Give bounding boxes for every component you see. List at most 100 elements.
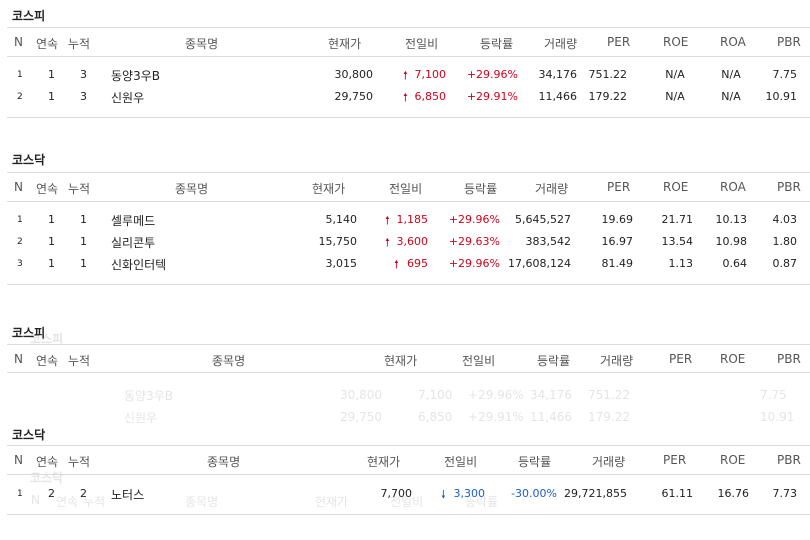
row-cumulative: 2 bbox=[80, 487, 87, 500]
col-streak: 연속 bbox=[36, 455, 59, 469]
row-cumulative: 1 bbox=[80, 213, 87, 226]
col-pbr: PBR bbox=[777, 35, 801, 49]
col-n: N bbox=[14, 352, 23, 366]
col-price: 현재가 bbox=[384, 354, 418, 368]
row-per: 61.11 bbox=[661, 487, 694, 500]
section-title-kosdaq: 코스닥 bbox=[12, 153, 46, 167]
col-per: PER bbox=[607, 35, 631, 49]
row-cumulative: 1 bbox=[80, 235, 87, 248]
table-row[interactable]: 2 1 3 신원우 29,750 🠕 6,850 +29.91% 11,466 … bbox=[7, 89, 810, 107]
ghost-row-name: 동양3우B bbox=[124, 389, 173, 403]
col-cumulative: 누적 bbox=[68, 354, 91, 368]
col-change: 전일비 bbox=[444, 455, 478, 469]
table-row[interactable]: 1 2 2 노터스 7,700 🠗 3,300 -30.00% 29,721,8… bbox=[7, 486, 810, 504]
col-roe: ROE bbox=[663, 35, 689, 49]
row-price: 30,800 bbox=[334, 68, 374, 81]
row-pbr: 1.80 bbox=[772, 235, 798, 248]
ghost-row-rate: +29.96% bbox=[468, 388, 524, 402]
row-rate: +29.96% bbox=[448, 213, 500, 226]
row-pbr: 10.91 bbox=[765, 90, 798, 103]
ghost-col-rate: 등락률 bbox=[465, 495, 499, 509]
row-change: 695 bbox=[407, 257, 428, 270]
ghost-row-rate-2: +29.91% bbox=[468, 410, 524, 424]
row-roe: 13.54 bbox=[661, 235, 694, 248]
stock-name-link[interactable]: 실리콘투 bbox=[111, 236, 156, 250]
col-pbr: PBR bbox=[777, 453, 801, 467]
ghost-row-name-2: 신원우 bbox=[124, 411, 158, 425]
row-number: 2 bbox=[17, 92, 23, 102]
col-rate: 등락률 bbox=[518, 455, 552, 469]
table-row[interactable]: 1 1 1 셀루메드 5,140 🠕 1,185 +29.96% 5,645,5… bbox=[7, 212, 810, 230]
stock-name-link[interactable]: 노터스 bbox=[111, 488, 145, 502]
row-number: 2 bbox=[17, 237, 23, 247]
col-streak: 연속 bbox=[36, 354, 59, 368]
col-volume: 거래량 bbox=[544, 37, 578, 51]
row-streak: 1 bbox=[48, 213, 55, 226]
ghost-col-change: 전일비 bbox=[390, 495, 424, 509]
col-roa: ROA bbox=[720, 180, 746, 194]
row-volume: 11,466 bbox=[538, 90, 578, 103]
row-number: 1 bbox=[17, 489, 23, 499]
ghost-col-name: 종목명 bbox=[185, 495, 219, 509]
col-roe: ROE bbox=[663, 180, 689, 194]
col-per: PER bbox=[607, 180, 631, 194]
col-volume: 거래량 bbox=[592, 455, 626, 469]
row-price: 3,015 bbox=[325, 257, 358, 270]
row-price: 29,750 bbox=[334, 90, 374, 103]
row-pbr: 0.87 bbox=[772, 257, 798, 270]
row-roa: 10.98 bbox=[715, 235, 748, 248]
stock-name-link[interactable]: 셀루메드 bbox=[111, 214, 156, 228]
ghost-row-volume-2: 11,466 bbox=[530, 410, 572, 424]
table-bottom-border bbox=[7, 514, 810, 515]
section-title-kospi: 코스피 bbox=[12, 326, 46, 340]
col-rate: 등락률 bbox=[480, 37, 514, 51]
row-cumulative: 3 bbox=[80, 68, 87, 81]
stock-name-link[interactable]: 신원우 bbox=[111, 91, 145, 105]
row-cumulative: 1 bbox=[80, 257, 87, 270]
row-change: 7,100 bbox=[414, 68, 447, 81]
col-streak: 연속 bbox=[36, 182, 59, 196]
ghost-col-cumulative: 누적 bbox=[83, 495, 106, 509]
row-streak: 1 bbox=[48, 257, 55, 270]
row-per: 16.97 bbox=[601, 235, 634, 248]
row-roa: N/A bbox=[721, 90, 741, 103]
row-rate: +29.91% bbox=[466, 90, 518, 103]
ghost-row-pbr: 7.75 bbox=[760, 388, 787, 402]
table-row[interactable]: 1 1 3 동양3우B 30,800 🠕 7,100 +29.96% 34,17… bbox=[7, 67, 810, 85]
col-cumulative: 누적 bbox=[68, 37, 91, 51]
col-roe: ROE bbox=[720, 352, 746, 366]
row-price: 15,750 bbox=[318, 235, 358, 248]
col-name: 종목명 bbox=[207, 455, 241, 469]
row-volume: 34,176 bbox=[538, 68, 578, 81]
table-bottom-border bbox=[7, 284, 810, 285]
ghost-row-volume: 34,176 bbox=[530, 388, 572, 402]
col-volume: 거래량 bbox=[600, 354, 634, 368]
ghost-row-price-2: 29,750 bbox=[340, 410, 382, 424]
row-volume: 383,542 bbox=[525, 235, 572, 248]
ghost-row-per-2: 179.22 bbox=[588, 410, 630, 424]
table-row[interactable]: 3 1 1 신화인터텍 3,015 🠕 695 +29.96% 17,608,1… bbox=[7, 256, 810, 274]
row-roe: N/A bbox=[665, 90, 685, 103]
row-pbr: 7.75 bbox=[772, 68, 798, 81]
row-volume: 5,645,527 bbox=[515, 213, 571, 226]
col-change: 전일비 bbox=[405, 37, 439, 51]
row-streak: 1 bbox=[48, 90, 55, 103]
header-bottom-border bbox=[7, 372, 810, 373]
row-roa: 10.13 bbox=[715, 213, 748, 226]
row-streak: 1 bbox=[48, 235, 55, 248]
section-title-kospi: 코스피 bbox=[12, 9, 46, 23]
row-roe: N/A bbox=[665, 68, 685, 81]
row-number: 3 bbox=[17, 259, 23, 269]
col-n: N bbox=[14, 180, 23, 194]
row-roe: 1.13 bbox=[668, 257, 694, 270]
col-n: N bbox=[14, 35, 23, 49]
row-roa: N/A bbox=[721, 68, 741, 81]
arrow-up-icon: 🠕 bbox=[394, 258, 399, 271]
row-rate: +29.96% bbox=[466, 68, 518, 81]
stock-name-link[interactable]: 신화인터텍 bbox=[111, 258, 167, 272]
ghost-row-per: 751.22 bbox=[588, 388, 630, 402]
table-row[interactable]: 2 1 1 실리콘투 15,750 🠕 3,600 +29.63% 383,54… bbox=[7, 234, 810, 252]
ghost-row-price: 30,800 bbox=[340, 388, 382, 402]
row-cumulative: 3 bbox=[80, 90, 87, 103]
stock-name-link[interactable]: 동양3우B bbox=[111, 69, 160, 83]
